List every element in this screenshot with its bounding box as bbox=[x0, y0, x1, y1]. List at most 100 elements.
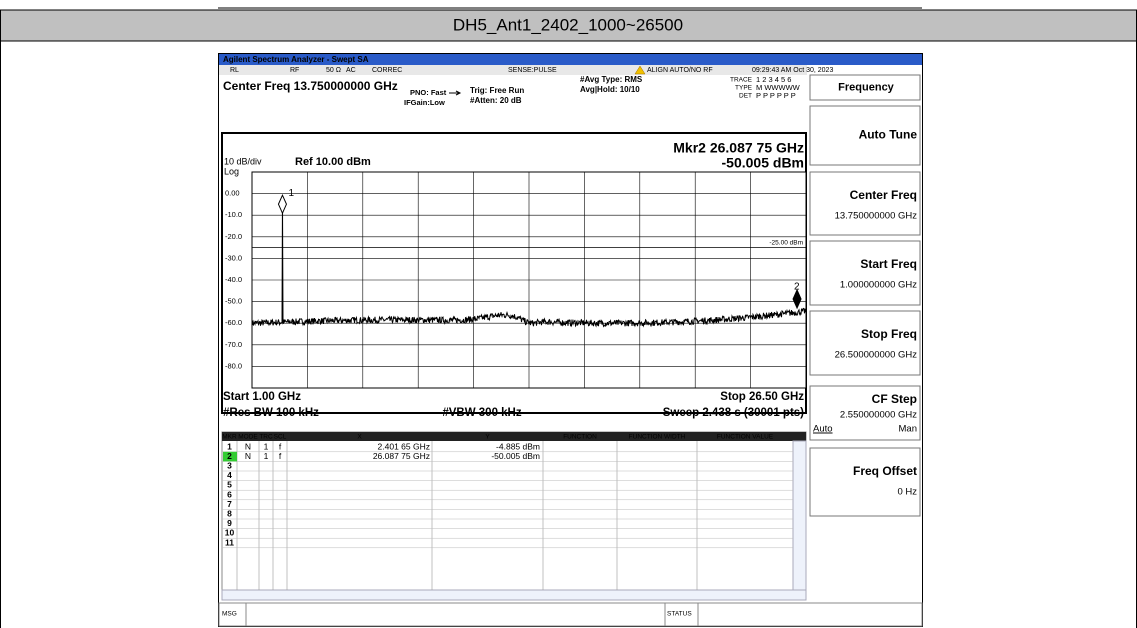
status-item: RL bbox=[230, 67, 239, 74]
table-column-header: FUNCTION VALUE bbox=[717, 434, 774, 441]
avg-hold: Avg|Hold: 10/10 bbox=[580, 85, 640, 94]
table-cell: f bbox=[279, 441, 282, 451]
table-cell: -50.005 dBm bbox=[491, 451, 540, 461]
softkey-value: 13.750000000 GHz bbox=[835, 211, 918, 222]
table-column-header: MKR bbox=[222, 434, 237, 441]
warning-icon bbox=[634, 65, 646, 75]
table-cell: 7 bbox=[227, 499, 232, 509]
table-cell: 3 bbox=[227, 460, 232, 470]
horizontal-scrollbar[interactable] bbox=[221, 589, 807, 601]
y-label: 0.00 bbox=[225, 189, 240, 198]
trace-info-label: TYPE bbox=[735, 85, 753, 92]
table-cell: 6 bbox=[227, 489, 232, 499]
ref: Ref 10.00 dBm bbox=[295, 156, 371, 168]
softkey-label: Stop Freq bbox=[861, 327, 917, 341]
avg-type: #Avg Type: RMS bbox=[580, 75, 643, 84]
header-row bbox=[0, 9, 1137, 42]
softkey-value: 26.500000000 GHz bbox=[835, 350, 918, 361]
status-item: ALIGN AUTO/NO RF bbox=[647, 67, 713, 74]
scale: 10 dB/div bbox=[224, 156, 262, 166]
trace-info-value: 1 2 3 4 5 6 bbox=[756, 75, 791, 84]
table-column-header: SCL bbox=[274, 434, 287, 441]
trace-info-value: M WWWWW bbox=[756, 83, 801, 92]
softkey-label: CF Step bbox=[872, 392, 917, 406]
table-column-header: FUNCTION WIDTH bbox=[629, 434, 686, 441]
softkey[interactable] bbox=[809, 447, 921, 517]
status-item: SENSE:PULSE bbox=[508, 67, 557, 74]
marker-diamond bbox=[792, 288, 802, 310]
table-cell: 9 bbox=[227, 518, 232, 528]
softkey-value: 2.550000000 GHz bbox=[840, 410, 917, 421]
softkey[interactable] bbox=[809, 240, 921, 306]
softkey[interactable] bbox=[809, 385, 921, 441]
table-cell: 1 bbox=[264, 451, 269, 461]
table-cell: f bbox=[279, 451, 282, 461]
status-item: 50 Ω bbox=[326, 67, 341, 74]
table-column-header: TRC bbox=[259, 434, 273, 441]
table-cell: -4.885 dBm bbox=[496, 441, 540, 451]
status-item: CORREC bbox=[372, 67, 402, 74]
y-label: -70.0 bbox=[225, 340, 242, 349]
table-column-header: Y bbox=[485, 434, 490, 441]
vbw: #VBW 300 kHz bbox=[442, 407, 522, 419]
table-column-header: X bbox=[357, 434, 362, 441]
table-cell: 2.401 65 GHz bbox=[378, 441, 430, 451]
table-cell: N bbox=[245, 441, 251, 451]
table-column-header: MODE bbox=[238, 434, 258, 441]
stop-freq: Stop 26.50 GHz bbox=[720, 391, 804, 403]
vertical-scrollbar[interactable] bbox=[792, 440, 807, 591]
marker-readout: Mkr2 26.087 75 GHz bbox=[673, 140, 804, 156]
table-cell: N bbox=[245, 451, 251, 461]
status-row bbox=[219, 65, 807, 75]
table-cell: 1 bbox=[227, 441, 232, 451]
y-label: -40.0 bbox=[225, 275, 242, 284]
softkey-value: 0 Hz bbox=[897, 487, 917, 498]
table-cell: 8 bbox=[227, 508, 232, 518]
marker-label: 1 bbox=[288, 188, 294, 199]
softkey[interactable] bbox=[809, 171, 921, 236]
table-cell: 10 bbox=[225, 528, 235, 538]
window-title: Agilent Spectrum Analyzer - Swept SA bbox=[223, 55, 369, 64]
softkey[interactable] bbox=[809, 310, 921, 376]
status-item: 09:29:43 AM Oct 30, 2023 bbox=[752, 67, 833, 74]
softkey-label: Frequency bbox=[838, 81, 895, 93]
softkey[interactable] bbox=[809, 105, 921, 166]
ifgain: IFGain:Low bbox=[404, 98, 445, 107]
message-bar bbox=[218, 602, 923, 627]
table-cell: 2 bbox=[227, 451, 232, 461]
y-label: -80.0 bbox=[225, 361, 242, 370]
atten: #Atten: 20 dB bbox=[470, 96, 522, 105]
table-cell: 5 bbox=[227, 480, 232, 490]
display-line-label: -25.00 dBm bbox=[769, 239, 803, 246]
selected-marker-cell bbox=[223, 451, 237, 462]
y-label: -10.0 bbox=[225, 210, 242, 219]
softkey[interactable] bbox=[809, 74, 921, 101]
marker-level: -50.005 dBm bbox=[722, 155, 804, 171]
msg-label: MSG bbox=[222, 611, 237, 618]
table-cell: 11 bbox=[225, 537, 234, 547]
table-cell: 4 bbox=[227, 470, 232, 480]
status-item: AC bbox=[346, 67, 356, 74]
y-label: -50.0 bbox=[225, 297, 242, 306]
y-label: -60.0 bbox=[225, 318, 242, 327]
softkey-value: 1.000000000 GHz bbox=[840, 280, 917, 291]
pno: PNO: Fast bbox=[410, 88, 447, 97]
title-bar bbox=[219, 54, 922, 65]
rbw: #Res BW 100 kHz bbox=[223, 407, 319, 419]
trace-info-label: TRACE bbox=[730, 77, 753, 84]
status-label: STATUS bbox=[667, 611, 692, 618]
table-cell: 1 bbox=[264, 441, 269, 451]
table-column-header: FUNCTION bbox=[563, 434, 597, 441]
y-label: -30.0 bbox=[225, 253, 242, 262]
softkey-label: Start Freq bbox=[860, 257, 917, 271]
marker-table-header bbox=[222, 432, 806, 441]
marker-table bbox=[221, 431, 807, 601]
sweep: Sweep 2.438 s (30001 pts) bbox=[663, 407, 804, 419]
softkey-label: Auto Tune bbox=[859, 128, 918, 142]
softkey-label: Center Freq bbox=[850, 188, 917, 202]
center-freq: Center Freq 13.750000000 GHz bbox=[223, 79, 398, 93]
y-label: -20.0 bbox=[225, 232, 242, 241]
table-cell: 26.087 75 GHz bbox=[373, 451, 430, 461]
arrow-icon bbox=[449, 90, 462, 96]
